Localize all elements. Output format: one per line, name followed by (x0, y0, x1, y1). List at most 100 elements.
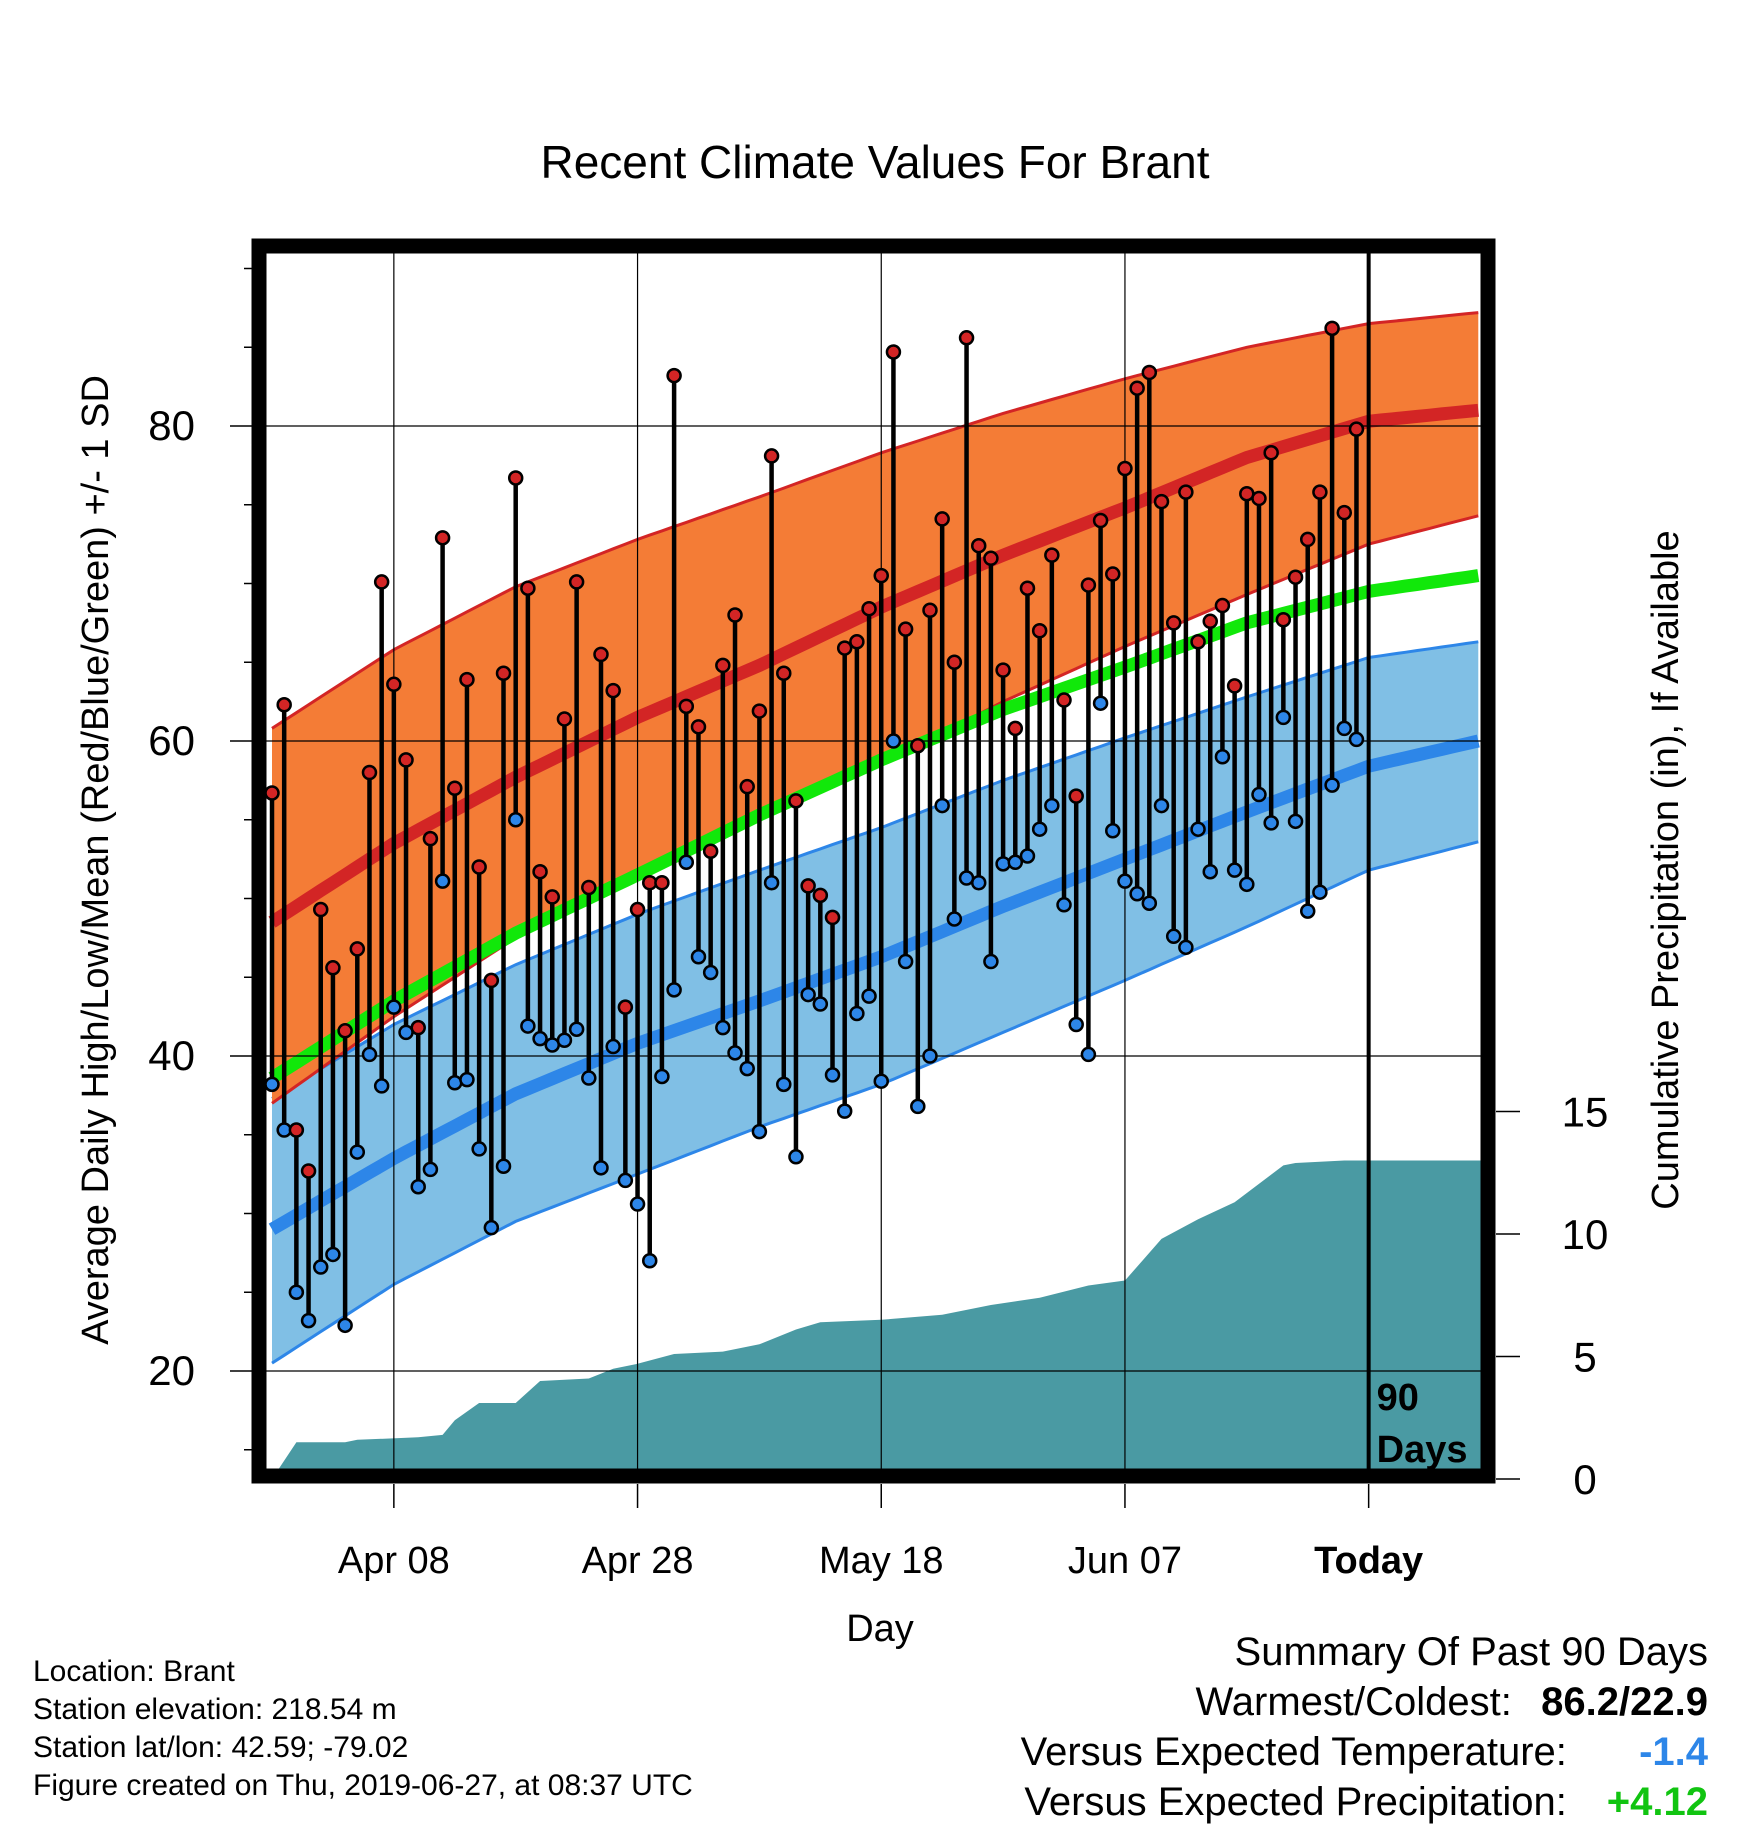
daily-low-point (459, 1071, 475, 1088)
daily-low-point (617, 1172, 634, 1189)
daily-high-point (1336, 504, 1353, 521)
daily-low-point (386, 999, 402, 1015)
y2-tick-label: 5 (1573, 1334, 1596, 1381)
daily-low-point (1105, 823, 1121, 839)
temp-anomaly-value: -1.4 (1639, 1730, 1708, 1774)
daily-high-point (434, 530, 451, 546)
y2-tick-label: 0 (1573, 1456, 1596, 1503)
daily-low-point (532, 1030, 548, 1047)
daily-high-point (1105, 566, 1121, 582)
daily-high-point (958, 330, 975, 346)
daily-high-point (1007, 720, 1024, 737)
days-window-label: 90 (1377, 1377, 1419, 1419)
daily-low-point (520, 1018, 536, 1034)
warm-cold-label: Warmest/Coldest: (1195, 1680, 1512, 1724)
daily-low-point (1324, 777, 1340, 793)
x-tick-label: Apr 08 (338, 1540, 450, 1582)
daily-high-point (885, 344, 902, 360)
x-axis-label: Day (846, 1608, 914, 1650)
daily-low-point (1336, 720, 1353, 737)
daily-low-point (373, 1078, 390, 1094)
y2-tick-label: 15 (1562, 1089, 1609, 1136)
daily-low-point (507, 812, 524, 828)
daily-low-point (581, 1070, 597, 1086)
daily-low-point (836, 1103, 853, 1119)
daily-high-point (312, 901, 329, 918)
daily-high-point (629, 901, 646, 918)
daily-high-point (507, 470, 524, 486)
daily-high-point (654, 875, 670, 891)
daily-low-point (265, 1076, 280, 1093)
daily-high-point (727, 607, 743, 623)
summary-temp: Versus Expected Temperature: -1.4 (1021, 1727, 1708, 1777)
daily-high-point (1092, 512, 1109, 529)
daily-low-point (337, 1317, 353, 1334)
daily-high-point (1117, 460, 1133, 477)
daily-low-point (873, 1073, 889, 1089)
daily-low-point (1299, 903, 1316, 919)
daily-low-point (1068, 1016, 1084, 1033)
daily-low-point (1348, 731, 1365, 748)
days-window-label: Days (1377, 1429, 1468, 1471)
daily-low-point (593, 1160, 609, 1176)
daily-high-point (1263, 445, 1279, 461)
daily-low-point (495, 1158, 512, 1174)
daily-low-point (312, 1259, 329, 1275)
daily-low-point (1092, 695, 1109, 711)
daily-low-point (702, 964, 719, 981)
daily-high-point (763, 448, 780, 464)
daily-high-point (1165, 615, 1182, 631)
daily-high-point (1348, 421, 1365, 437)
daily-low-point (763, 875, 780, 891)
daily-high-point (386, 676, 402, 693)
daily-high-point (520, 580, 536, 596)
daily-low-point (483, 1219, 500, 1236)
warm-cold-value: 86.2/22.9 (1541, 1680, 1708, 1724)
daily-low-point (776, 1076, 792, 1093)
daily-low-point (300, 1312, 317, 1329)
daily-high-point (1068, 788, 1084, 804)
y2-axis-label: Cumulative Precipitation (in), If Availa… (1645, 530, 1687, 1209)
daily-low-point (946, 911, 963, 927)
daily-low-point (861, 988, 877, 1004)
daily-high-point (910, 737, 926, 754)
daily-high-point (568, 574, 585, 590)
daily-high-point (288, 1122, 305, 1138)
daily-low-point (739, 1060, 755, 1077)
daily-high-point (361, 764, 378, 781)
daily-high-point (702, 843, 719, 859)
daily-high-point (776, 665, 792, 682)
daily-high-point (1056, 692, 1072, 708)
low-normal-line (268, 734, 1480, 1235)
daily-high-point (459, 671, 475, 688)
daily-high-point (812, 887, 829, 904)
daily-low-point (1226, 862, 1243, 878)
daily-low-point (727, 1045, 743, 1061)
daily-low-point (1044, 797, 1060, 814)
daily-low-point (897, 953, 914, 970)
daily-low-point (1129, 886, 1145, 902)
daily-high-point (1275, 611, 1292, 628)
daily-low-point (556, 1032, 573, 1048)
daily-high-point (1080, 577, 1097, 593)
plot-frame (251, 238, 1496, 1484)
daily-low-point (1080, 1046, 1097, 1063)
daily-low-point (800, 986, 816, 1003)
daily-high-point (495, 665, 512, 682)
daily-low-point (885, 733, 902, 749)
station-info: Location: Brant Station elevation: 218.5… (33, 1653, 693, 1805)
daily-high-point (1153, 493, 1170, 510)
daily-low-point (849, 1005, 865, 1022)
low-sd-band-lower-edge (271, 840, 1479, 1365)
daily-low-point (605, 1038, 621, 1055)
daily-low-point (995, 856, 1011, 872)
y-tick-label: 60 (148, 717, 195, 764)
daily-low-point (678, 854, 695, 871)
daily-high-point (946, 654, 963, 670)
daily-low-point (1141, 895, 1158, 911)
daily-high-point (1299, 531, 1316, 548)
daily-high-point (1044, 547, 1060, 563)
daily-low-point (568, 1021, 585, 1037)
summary-warm-cold: Warmest/Coldest: 86.2/22.9 (1196, 1677, 1709, 1727)
